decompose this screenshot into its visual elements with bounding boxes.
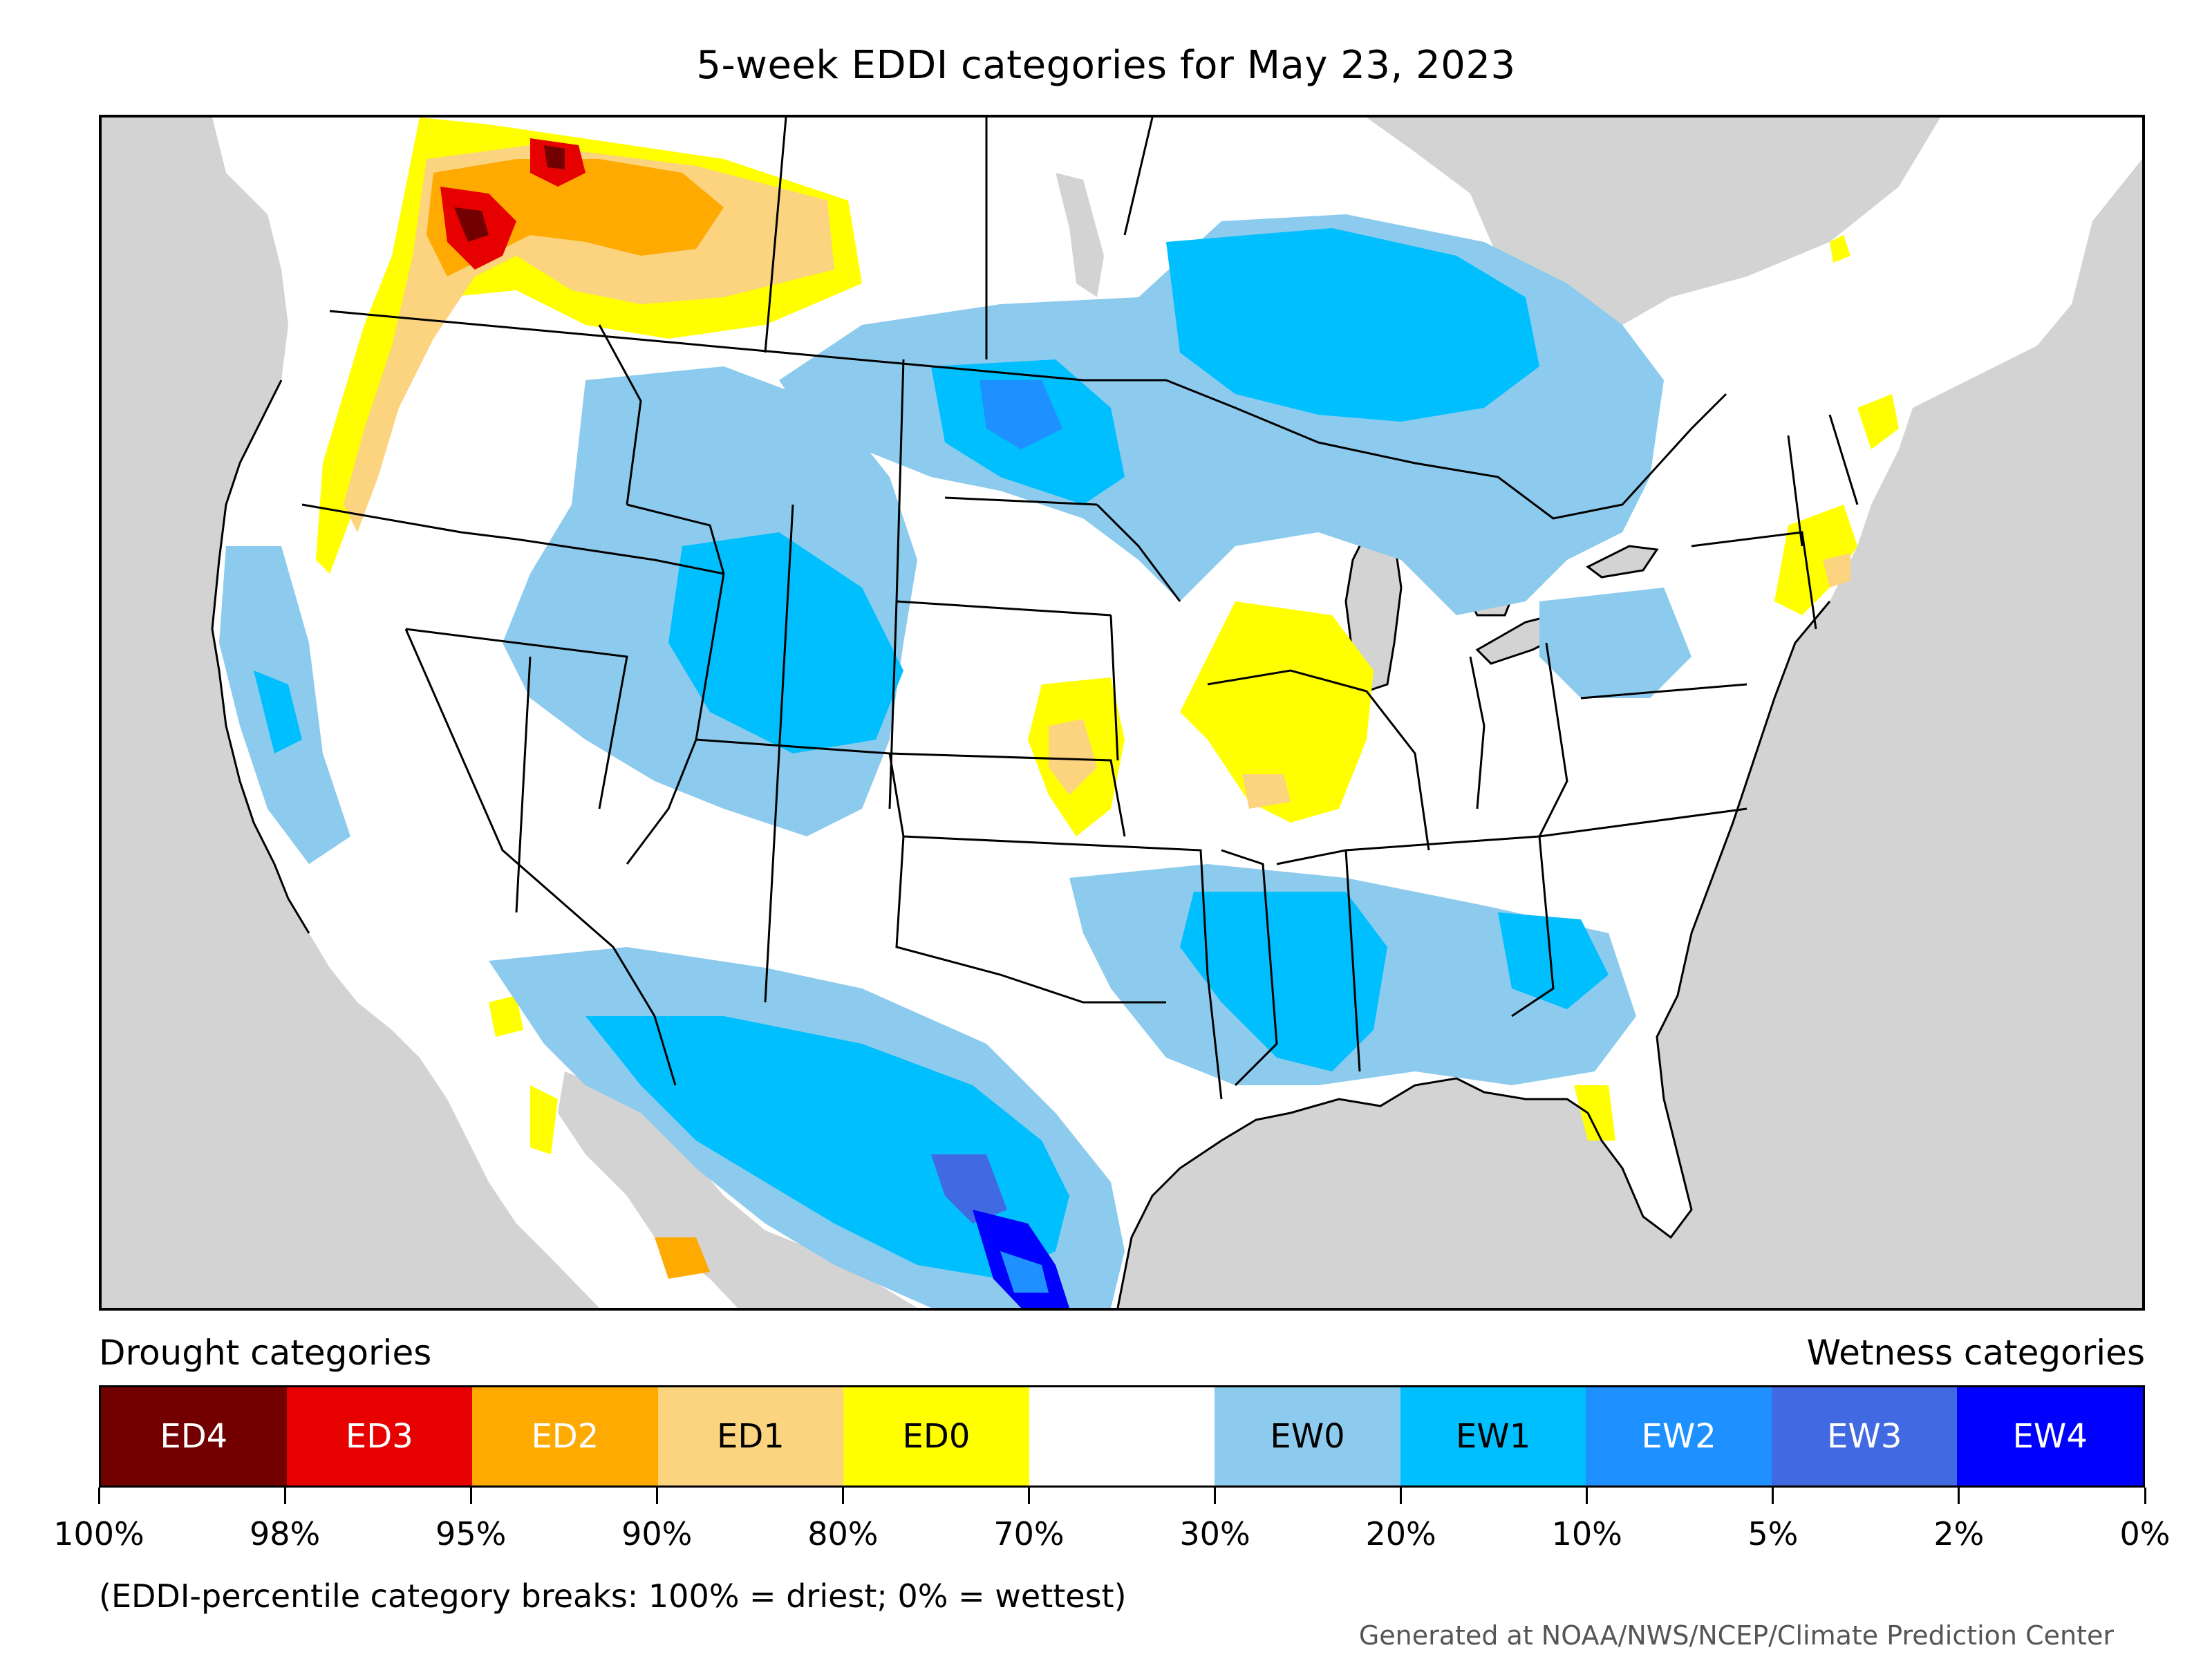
legend-bin-ew3: EW3 [1771,1387,1958,1485]
colorbar-tick-label: 95% [435,1515,507,1553]
colorbar-tick [655,1488,658,1504]
credit-line: Generated at NOAA/NWS/NCEP/Climate Predi… [1358,1620,2114,1651]
political-boundaries [301,118,1859,1100]
colorbar-tick [1586,1488,1588,1504]
lake-michigan [1344,531,1403,693]
legend-bin-ew2: EW2 [1586,1387,1772,1485]
colorbar-tick [1958,1488,1960,1504]
eddi-map [99,115,2145,1311]
legend-bin-ed4: ED4 [101,1387,287,1485]
colorbar-tick [1214,1488,1217,1504]
colorbar-tick [1772,1488,1774,1504]
drought-categories-label: Drought categories [99,1333,432,1373]
legend-bin-ew4: EW4 [1957,1387,2144,1485]
coastline [211,379,1831,1308]
wetness-categories-label: Wetness categories [1806,1333,2145,1373]
colorbar-tick-label: 30% [1179,1515,1250,1553]
colorbar-tick-label: 100% [53,1515,144,1553]
colorbar-tick [1400,1488,1403,1504]
hudson-bay-edge [1429,118,1553,228]
colorbar-tick-label: 80% [807,1515,879,1553]
colorbar-tick-label: 0% [2119,1515,2171,1553]
colorbar-tick [2144,1488,2146,1504]
legend-bin-ew0: EW0 [1215,1387,1400,1485]
legend-bin-ed1: ED1 [657,1387,844,1485]
percentile-note: (EDDI-percentile category breaks: 100% =… [99,1577,1127,1615]
colorbar-tick-label: 90% [621,1515,693,1553]
legend-bin-ed0: ED0 [843,1387,1029,1485]
colorbar-tick-label: 98% [249,1515,321,1553]
colorbar-tick [283,1488,286,1504]
colorbar-tick [469,1488,472,1504]
colorbar-tick-label: 20% [1365,1515,1436,1553]
lake-ontario [1586,545,1659,579]
wetness-areas [219,214,1691,1308]
legend-bin-ed3: ED3 [286,1387,473,1485]
colorbar-legend: ED4 ED3 ED2 ED1 ED0 EW0 EW1 EW2 EW3 EW4 [99,1385,2145,1488]
chart-title: 5-week EDDI categories for May 23, 2023 [696,43,1516,88]
colorbar-tick [97,1488,100,1504]
lake-winnipeg [1056,173,1104,297]
colorbar-tick-label: 10% [1551,1515,1622,1553]
drought-areas [316,118,1899,1279]
colorbar-tick-label: 70% [993,1515,1065,1553]
colorbar-tick [841,1488,844,1504]
colorbar-tick-label: 2% [1933,1515,1985,1553]
legend-bin-ew1: EW1 [1400,1387,1586,1485]
colorbar-tick-label: 5% [1747,1515,1799,1553]
legend-bin-neutral [1029,1387,1215,1485]
legend-bin-ed2: ED2 [472,1387,658,1485]
colorbar-tick [1027,1488,1030,1504]
